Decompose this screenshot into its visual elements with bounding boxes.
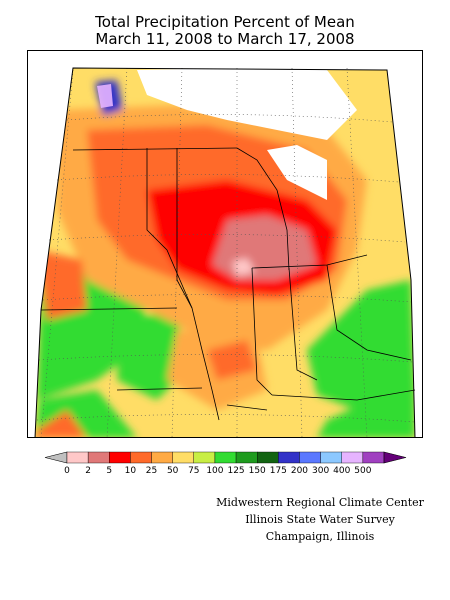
map-void-west [27,50,73,438]
legend-swatch [299,451,321,464]
lake-huron [267,145,327,200]
legend-swatch [235,451,258,464]
legend-swatch [172,451,195,464]
lat-lon-grid [36,67,416,438]
legend-arrow-high [383,451,407,464]
credit-location: Champaign, Illinois [265,530,375,543]
legend-label: 175 [270,466,287,476]
credit-isws: Illinois State Water Survey [245,513,395,526]
lake-superior-area [137,68,357,140]
legend-label: 500 [354,466,371,476]
precipitation-map [27,50,423,438]
legend-label: 150 [249,466,266,476]
legend-swatch [214,451,237,464]
legend-label: 125 [227,466,244,476]
legend-arrow-low [44,451,68,464]
legend-swatch [109,451,131,464]
state-borders [40,147,416,421]
domain-outline [34,67,416,438]
legend-label: 300 [312,466,329,476]
legend-label: 50 [167,466,179,476]
legend-label: 25 [146,466,157,476]
legend-label: 100 [206,466,223,476]
legend-swatch [257,451,279,464]
legend-swatch [130,451,152,464]
color-legend: 0 2 5 10 25 50 75 100 125 150 175 200 300 400 500 [44,451,407,476]
map-date-range: March 11, 2008 to March 17, 2008 [95,30,355,48]
map-frame [27,50,423,438]
legend-label: 75 [188,466,199,476]
legend-swatch [87,451,110,464]
map-title: Total Precipitation Percent of Mean [95,13,355,31]
legend-label: 2 [85,466,91,476]
credit-mrcc: Midwestern Regional Climate Center [216,496,424,509]
legend-swatch [341,451,364,464]
legend-swatch [278,451,300,464]
map-void-north [73,50,423,70]
legend-label: 5 [106,466,112,476]
map-void-east [387,70,423,438]
legend-swatch [320,451,342,464]
legend-swatch [193,451,216,464]
legend-label: 10 [125,466,137,476]
legend-swatch [66,451,89,464]
legend-swatch [362,451,385,464]
precipitation-field [35,68,415,438]
legend-label: 400 [333,466,350,476]
legend-label: 200 [291,466,308,476]
legend-label: 0 [64,466,70,476]
legend-swatch [151,451,173,464]
